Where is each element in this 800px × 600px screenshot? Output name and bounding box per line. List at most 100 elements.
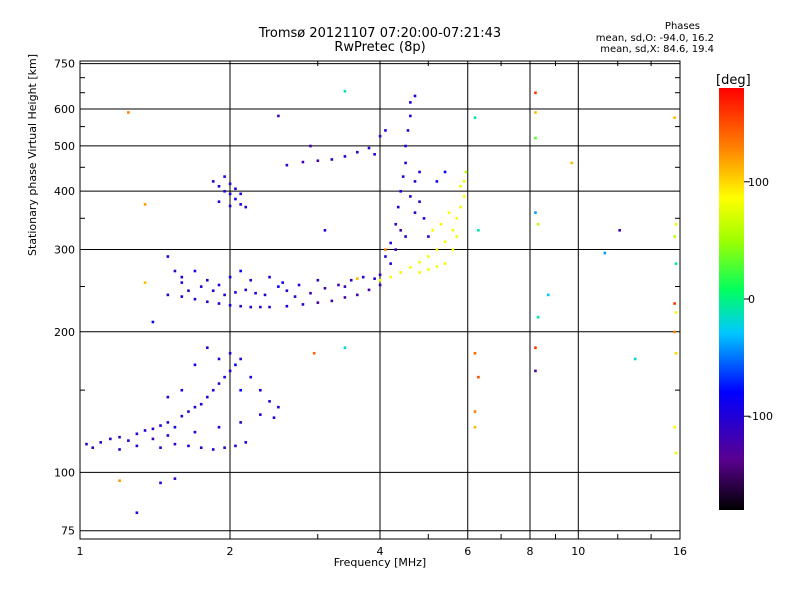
data-point [193,297,197,301]
data-point [244,441,248,444]
data-point [293,295,297,298]
data-point [234,444,237,448]
data-point [394,248,398,251]
data-point [394,222,398,226]
data-point [259,305,262,309]
data-point [239,357,242,361]
data-point [373,277,376,280]
data-point [570,161,574,165]
data-point [435,180,439,183]
data-point [309,144,312,148]
x-tick-label: 2 [227,545,234,558]
data-point [343,89,347,93]
data-point [223,189,226,193]
data-point [223,446,226,449]
data-point [244,205,248,209]
data-point [193,430,197,434]
data-point [254,291,257,295]
data-point [228,275,232,279]
data-point [343,285,347,288]
data-point [462,180,466,183]
data-point [135,444,139,448]
data-point [180,275,184,279]
y-tick-label: 100 [54,466,75,479]
data-point [151,427,155,431]
data-point [367,146,371,150]
data-point [217,302,221,305]
data-point [378,273,382,277]
x-tick-label: 4 [377,545,384,558]
data-point [349,278,353,282]
data-point [473,410,477,413]
data-point [166,395,170,399]
data-point [285,304,289,308]
data-point [166,255,170,258]
data-point [330,299,334,303]
data-point [447,211,451,214]
data-point [166,421,170,424]
data-point [239,269,242,273]
data-point [249,375,253,379]
colorbar-label: [deg] [716,73,751,88]
data-point [404,144,407,148]
data-point [389,241,392,245]
data-point [228,369,232,373]
data-point [343,346,347,349]
data-point [99,441,103,444]
data-point [297,283,301,287]
data-point [234,197,237,201]
colorbar-tick-label: 100 [748,176,769,189]
data-point [427,235,430,238]
data-point [312,351,316,355]
data-point [223,375,226,379]
x-axis-ticks: 1 2 4 6 8 10 16 [77,61,687,558]
data-point [249,278,253,282]
data-point [399,271,403,274]
data-point [118,435,121,439]
data-point [228,192,232,196]
data-point [180,414,184,418]
data-point [249,305,253,309]
data-point [355,150,359,154]
data-point [384,248,387,251]
data-point [384,255,387,258]
data-point [187,410,190,413]
data-point [159,424,162,427]
data-points [85,89,678,515]
data-point [674,311,678,314]
data-point [534,211,537,214]
data-point [199,402,203,406]
data-point [199,285,203,288]
data-point [409,114,412,118]
data-point [118,448,121,451]
x-tick-label: 1 [77,545,84,558]
data-point [435,248,439,251]
data-point [409,101,412,104]
data-point [301,303,305,306]
data-point [443,262,447,265]
phases-heading: Phases [664,21,700,32]
data-point [239,304,242,308]
data-point [217,357,221,361]
data-point [217,425,221,429]
data-point [603,251,607,255]
data-point [546,293,550,297]
data-point [618,229,621,232]
data-point [473,425,477,429]
data-point [135,511,139,515]
data-point [674,262,678,265]
data-point [674,222,678,226]
data-point [277,405,280,409]
y-tick-label: 600 [54,103,75,116]
data-point [211,180,215,183]
data-point [211,388,215,392]
data-point [673,116,676,119]
data-point [413,211,417,214]
data-point [166,434,170,437]
data-point [180,281,184,284]
y-tick-label: 200 [54,326,75,339]
data-point [462,195,466,198]
data-point [187,289,190,293]
data-point [473,351,477,355]
data-point [159,481,162,485]
